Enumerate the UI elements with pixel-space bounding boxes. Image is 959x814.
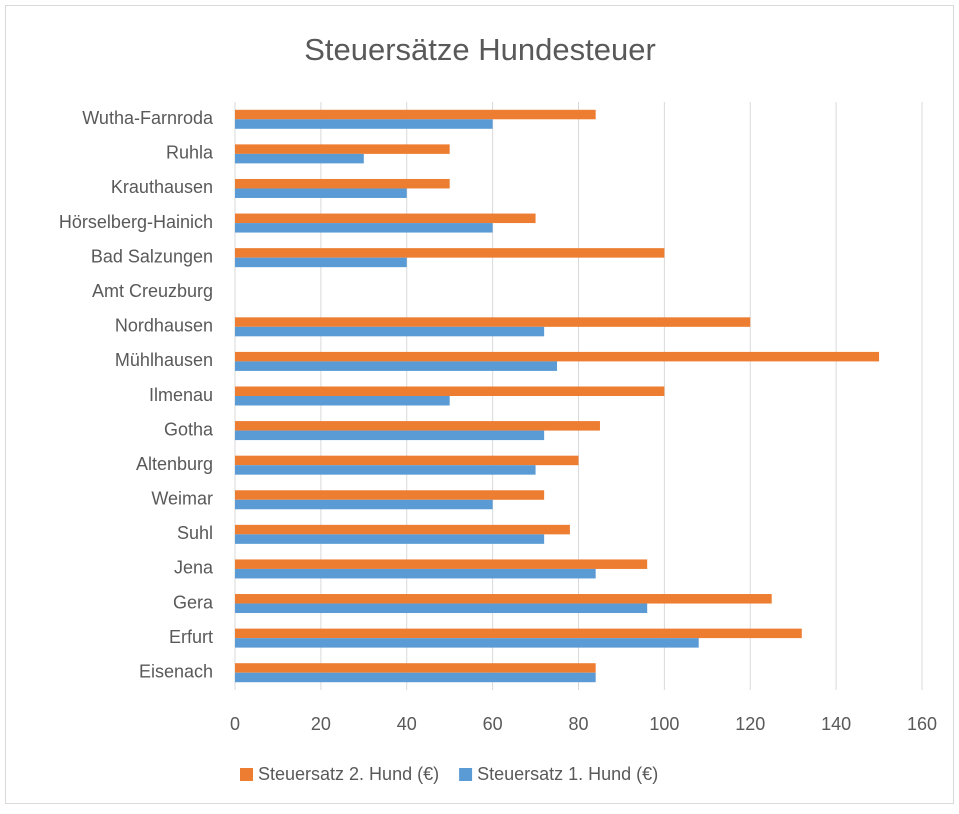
y-tick-label: Bad Salzungen: [91, 246, 213, 266]
y-tick-label: Krauthausen: [111, 177, 213, 197]
bar: [235, 396, 450, 406]
y-tick-label: Gera: [173, 592, 214, 612]
bar: [235, 119, 493, 129]
bar: [235, 248, 665, 258]
bar: [235, 223, 493, 233]
x-tick-label: 20: [311, 714, 331, 734]
bar: [235, 490, 545, 500]
bar: [235, 455, 579, 466]
y-tick-label: Jena: [174, 558, 214, 578]
legend-swatch: [459, 768, 473, 781]
chart-title: Steuersätze Hundesteuer: [304, 32, 656, 67]
y-tick-label: Amt Creuzburg: [92, 281, 213, 301]
bar: [235, 361, 558, 371]
y-tick-label: Erfurt: [169, 627, 213, 647]
bar: [235, 499, 493, 510]
y-tick-label: Ruhla: [166, 143, 214, 163]
y-tick-label: Mühlhausen: [115, 350, 213, 370]
y-tick-label: Gotha: [164, 419, 214, 439]
x-tick-label: 40: [397, 714, 417, 734]
bar: [235, 672, 596, 683]
bar: [235, 603, 648, 614]
bar: [235, 524, 570, 535]
bar: [235, 178, 450, 189]
y-tick-label: Ilmenau: [149, 385, 213, 405]
bar: [235, 109, 596, 120]
x-tick-label: 0: [230, 714, 240, 734]
bar: [235, 594, 772, 604]
bar: [235, 663, 596, 673]
bar: [235, 188, 407, 198]
x-tick-label: 80: [568, 714, 588, 734]
bar: [235, 257, 407, 268]
y-tick-label: Suhl: [177, 523, 213, 543]
bar: [235, 317, 751, 327]
bar: [235, 559, 648, 569]
bar: [235, 421, 600, 431]
bar: [235, 326, 545, 337]
x-tick-label: 120: [735, 714, 765, 734]
bar: [235, 568, 596, 579]
bar: [235, 153, 364, 164]
bar: [235, 386, 665, 396]
bar: [235, 351, 880, 362]
bar: [235, 430, 545, 441]
legend-label: Steuersatz 2. Hund (€): [258, 764, 439, 784]
x-tick-label: 140: [821, 714, 851, 734]
x-tick-label: 160: [907, 714, 937, 734]
bar: [235, 638, 699, 648]
y-tick-label: Weimar: [151, 489, 213, 509]
y-tick-label: Altenburg: [136, 454, 213, 474]
y-tick-label: Eisenach: [139, 661, 213, 681]
legend-swatch: [240, 768, 253, 781]
bar: [235, 144, 450, 154]
legend-label: Steuersatz 1. Hund (€): [477, 764, 658, 784]
x-tick-label: 60: [483, 714, 503, 734]
x-tick-label: 100: [649, 714, 679, 734]
bar: [235, 628, 802, 639]
y-tick-label: Wutha-Farnroda: [82, 108, 214, 128]
bar: [235, 534, 545, 544]
y-tick-label: Nordhausen: [115, 316, 213, 336]
bar: [235, 465, 536, 475]
bar: [235, 213, 536, 224]
y-tick-label: Hörselberg-Hainich: [59, 212, 213, 232]
